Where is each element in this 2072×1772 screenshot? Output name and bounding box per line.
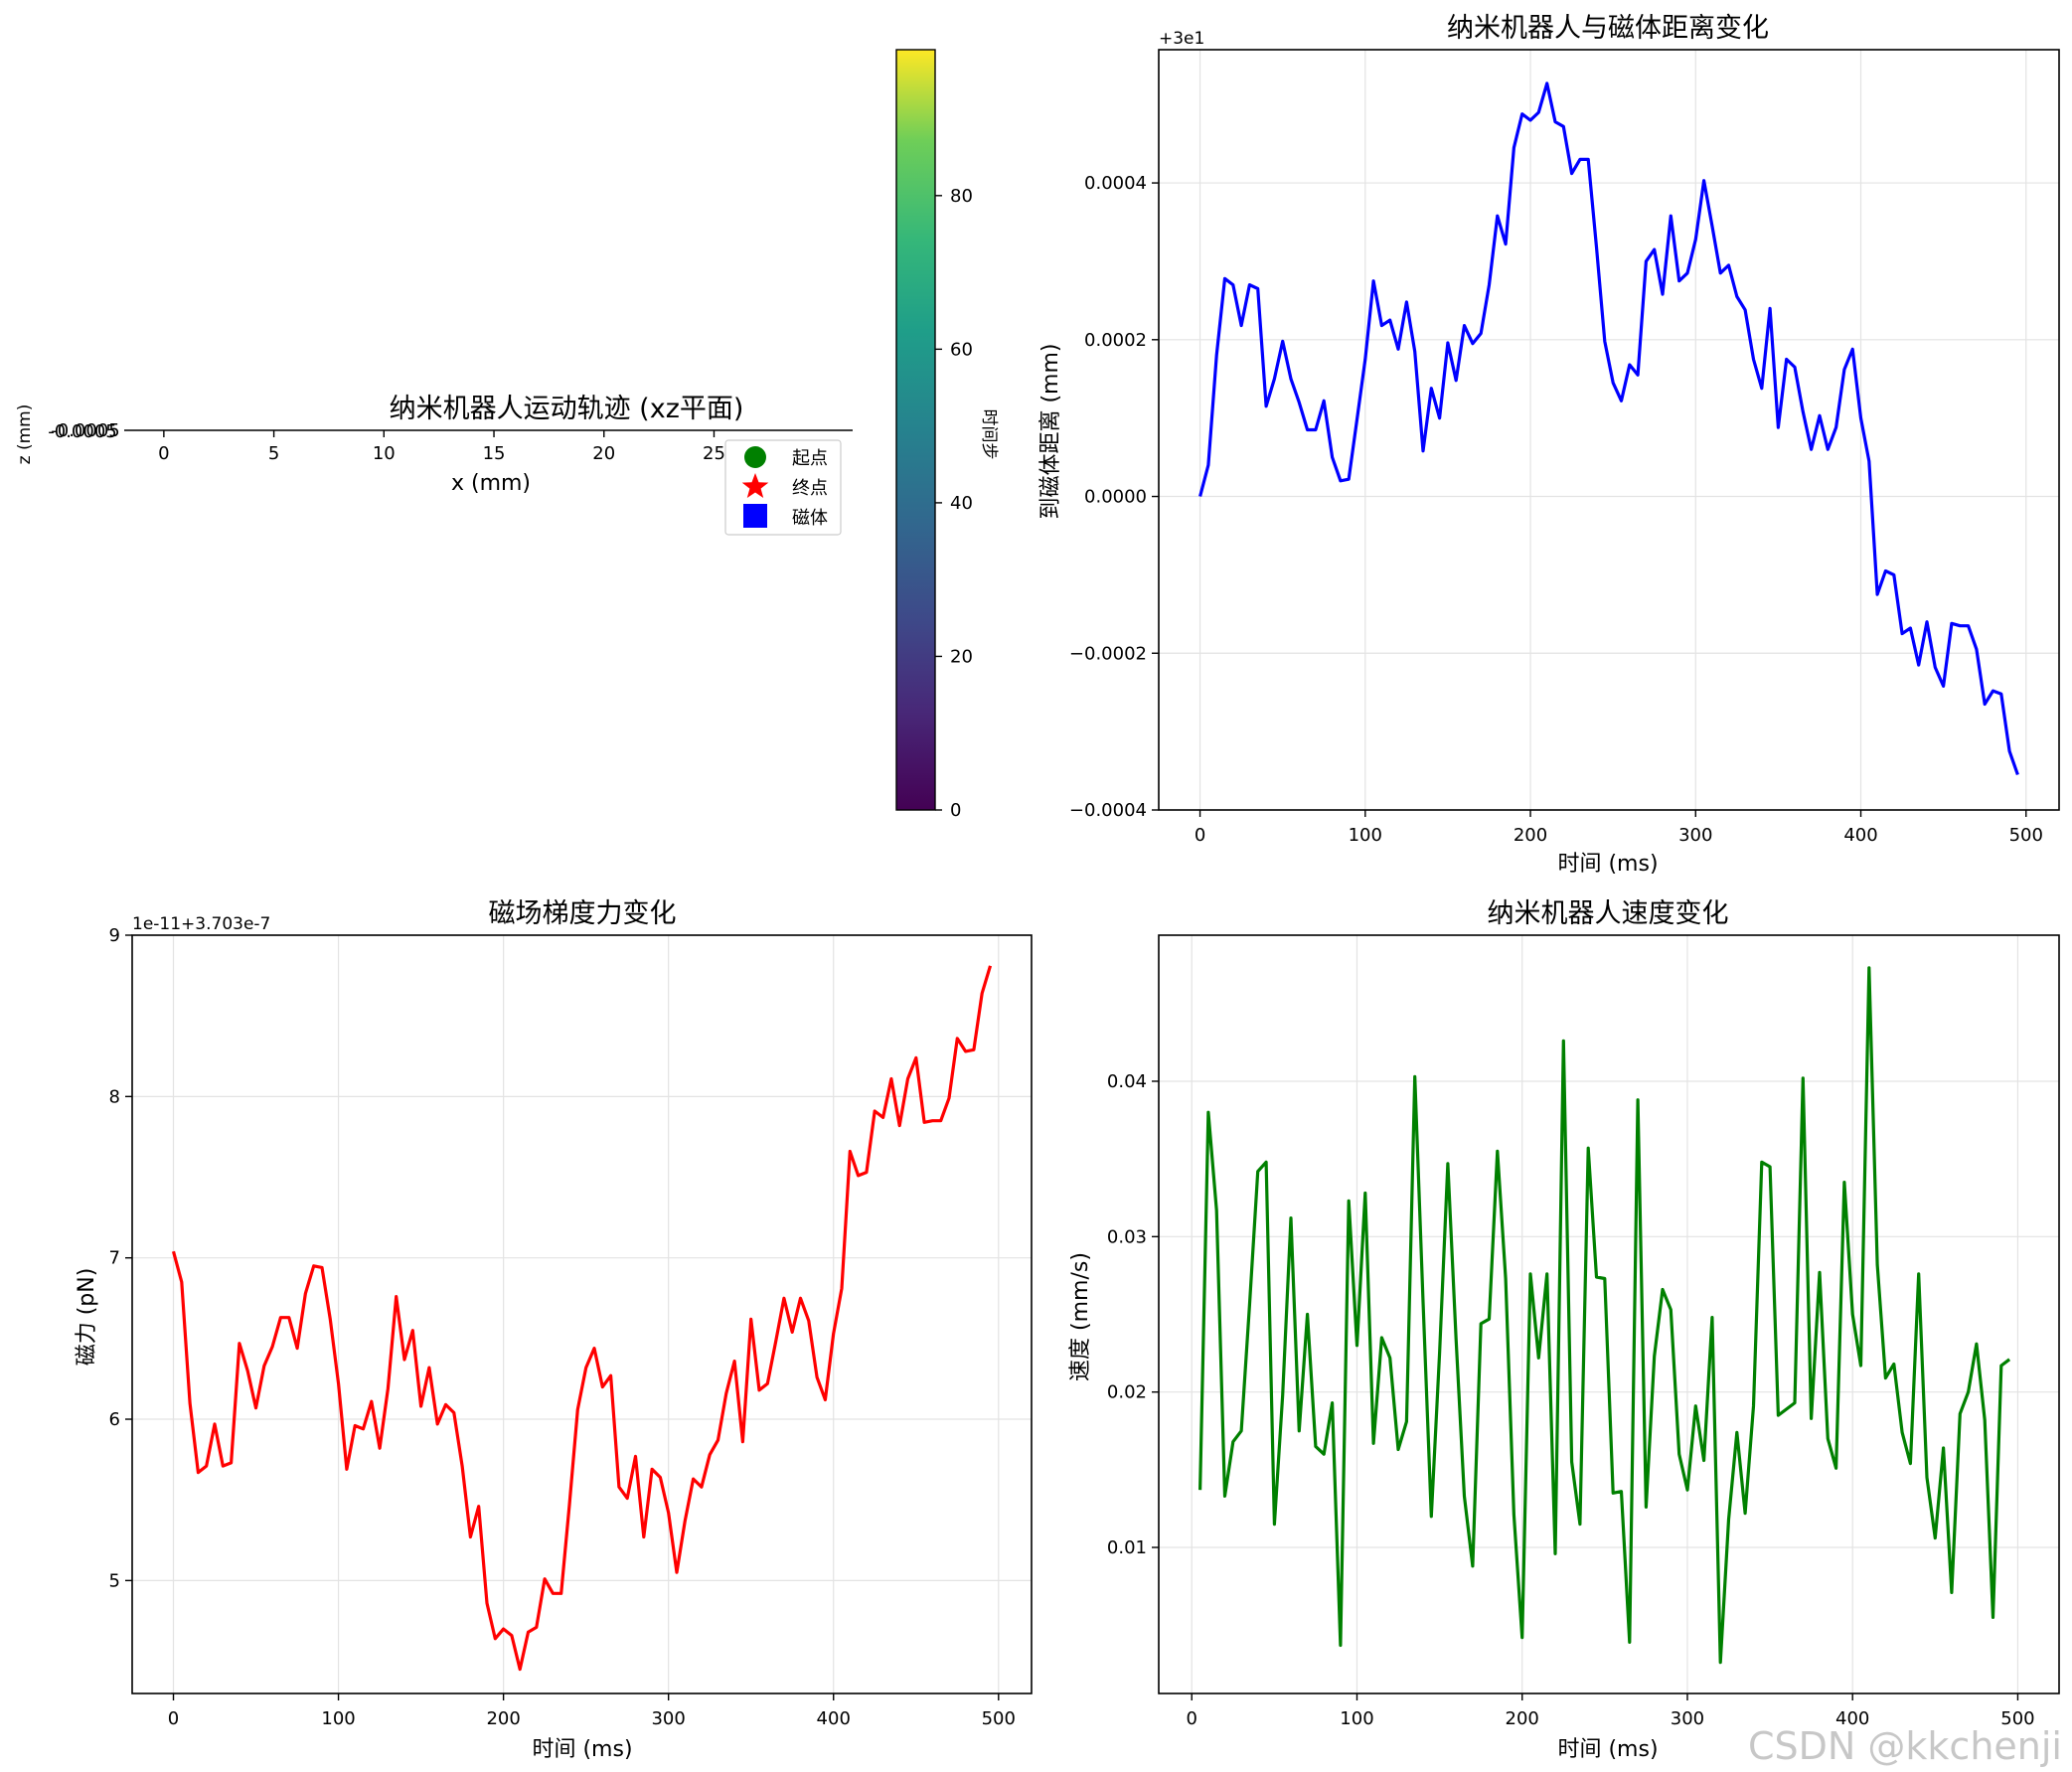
trajectory-x-tick-label: 0	[158, 443, 169, 464]
speed-y-tick-label: 0.01	[1107, 1537, 1147, 1558]
force-x-tick-label: 200	[486, 1708, 520, 1729]
colorbar-gradient	[895, 49, 936, 811]
trajectory-x-tick-label: 20	[592, 443, 615, 464]
colorbar-tick-label: 0	[950, 800, 961, 821]
speed-title: 纳米机器人速度变化	[1488, 898, 1729, 929]
distance-x-label: 时间 (ms)	[1557, 852, 1658, 877]
distance-x-tick-label: 100	[1349, 825, 1382, 846]
distance-y-tick-label: −0.0002	[1069, 643, 1147, 664]
distance-y-tick-label: 0.0000	[1084, 487, 1147, 508]
legend-magnet-label: 磁体	[792, 508, 828, 529]
force-x-tick-label: 100	[321, 1708, 355, 1729]
distance-series-line	[1198, 81, 2019, 776]
force-y-tick-label: 9	[109, 925, 120, 946]
force-y-tick-label: 6	[109, 1409, 120, 1430]
trajectory-title: 纳米机器人运动轨迹 (xz平面)	[390, 394, 744, 424]
trajectory-panel: 纳米机器人运动轨迹 (xz平面) 0 5 10 15 20 25 -0.0005 -0.0…	[15, 49, 999, 821]
distance-y-tick-label: −0.0004	[1069, 800, 1147, 821]
distance-title: 纳米机器人与磁体距离变化	[1447, 13, 1769, 44]
colorbar: 0 20 40 60 80 时间步	[895, 49, 999, 821]
trajectory-x-ticks: 0 5 10 15 20 25	[158, 430, 725, 464]
colorbar-tick-label: 80	[950, 186, 973, 207]
speed-x-tick-label: 100	[1340, 1708, 1373, 1729]
speed-plot-frame	[1158, 934, 2060, 1694]
force-x-label: 时间 (ms)	[532, 1737, 632, 1762]
distance-y-tick-label: 0.0002	[1084, 330, 1147, 351]
speed-x-tick-label: 500	[2000, 1708, 2034, 1729]
start-marker	[744, 446, 766, 468]
distance-x-tick-label: 0	[1195, 825, 1205, 846]
force-x-tick-label: 0	[168, 1708, 179, 1729]
speed-x-tick-label: 400	[1835, 1708, 1869, 1729]
speed-x-tick-label: 200	[1506, 1708, 1539, 1729]
speed-x-tick-label: 0	[1187, 1708, 1197, 1729]
distance-x-tick-label: 200	[1514, 825, 1547, 846]
force-offset-label: 1e-11+3.703e-7	[132, 914, 270, 934]
trajectory-x-tick-label: 5	[268, 443, 279, 464]
distance-x-tick-label: 300	[1678, 825, 1712, 846]
legend-start-label: 起点	[792, 448, 828, 469]
distance-y-label: 到磁体距离 (mm)	[1038, 343, 1063, 519]
force-series-line	[171, 965, 993, 1672]
distance-x-tick-label: 500	[2009, 825, 2043, 846]
trajectory-y-tick-overlap: -0.0005	[51, 420, 119, 441]
speed-y-label: 速度 (mm/s)	[1068, 1252, 1093, 1381]
trajectory-x-tick-label: 15	[483, 443, 506, 464]
trajectory-y-label: z (mm)	[15, 404, 35, 465]
force-x-tick-label: 400	[817, 1708, 851, 1729]
trajectory-x-tick-label: 25	[703, 443, 725, 464]
trajectory-x-label: x (mm)	[451, 471, 531, 496]
distance-panel: 纳米机器人与磁体距离变化 +3e1 时间 (ms) 到磁体距离 (mm) 0 10…	[1038, 13, 2060, 877]
speed-y-tick-label: 0.03	[1107, 1226, 1147, 1247]
speed-panel: 纳米机器人速度变化 时间 (ms) 速度 (mm/s) 0 100 200 300 40…	[1068, 898, 2060, 1762]
end-marker	[741, 473, 769, 498]
speed-x-label: 时间 (ms)	[1557, 1737, 1658, 1762]
force-x-tick-label: 500	[982, 1708, 1016, 1729]
distance-offset-label: +3e1	[1159, 29, 1204, 49]
speed-y-tick-label: 0.02	[1107, 1382, 1147, 1403]
trajectory-y-tick: -0.0005	[48, 421, 116, 442]
force-plot-frame	[131, 934, 1033, 1694]
colorbar-label: 时间步	[979, 409, 999, 460]
magnet-marker	[743, 504, 767, 528]
trajectory-x-tick-label: 10	[373, 443, 396, 464]
colorbar-tick-label: 40	[950, 493, 973, 514]
colorbar-tick-label: 20	[950, 646, 973, 667]
colorbar-tick-label: 60	[950, 339, 973, 360]
force-y-tick-label: 8	[109, 1086, 120, 1107]
legend-end-label: 终点	[792, 478, 828, 499]
distance-y-tick-label: 0.0004	[1084, 173, 1147, 194]
speed-x-tick-label: 300	[1671, 1708, 1704, 1729]
watermark: CSDN @kkchenji	[1748, 1724, 2062, 1768]
force-title: 磁场梯度力变化	[489, 898, 677, 929]
distance-plot-frame	[1158, 49, 2060, 811]
speed-y-tick-label: 0.04	[1107, 1071, 1147, 1092]
force-y-tick-label: 5	[109, 1570, 120, 1591]
distance-x-tick-label: 400	[1843, 825, 1877, 846]
force-panel: 磁场梯度力变化 1e-11+3.703e-7 时间 (ms) 磁力 (pN) 0…	[75, 898, 1033, 1762]
speed-series-line	[1198, 966, 2011, 1665]
force-y-tick-label: 7	[109, 1248, 120, 1269]
force-y-label: 磁力 (pN)	[75, 1268, 99, 1367]
trajectory-legend: 起点 终点 磁体	[724, 439, 842, 536]
force-x-tick-label: 300	[651, 1708, 685, 1729]
colorbar-ticks: 0 20 40 60 80	[935, 186, 973, 821]
